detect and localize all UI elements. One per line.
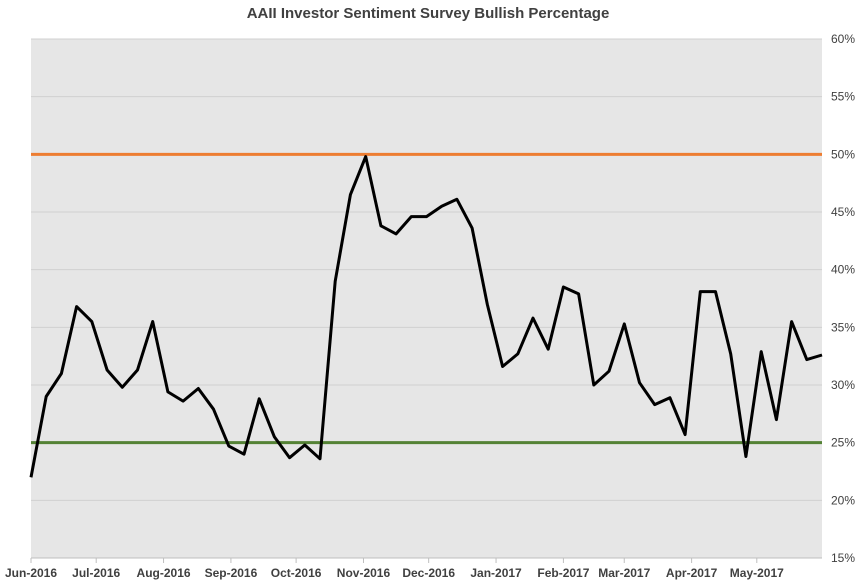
y-tick-label: 55% bbox=[831, 90, 855, 104]
chart-title: AAII Investor Sentiment Survey Bullish P… bbox=[247, 5, 610, 22]
y-axis: 15% 20% 25% 30% 35% 40% 45% 50% 55% 60% bbox=[831, 32, 855, 565]
y-tick-label: 30% bbox=[831, 378, 855, 392]
x-tick-label: Feb-2017 bbox=[537, 566, 589, 580]
y-tick-label: 50% bbox=[831, 147, 855, 161]
x-tick-label: May-2017 bbox=[730, 566, 784, 580]
y-tick-label: 60% bbox=[831, 32, 855, 46]
y-tick-label: 20% bbox=[831, 493, 855, 507]
plot-area bbox=[31, 39, 822, 558]
y-tick-label: 45% bbox=[831, 205, 855, 219]
x-tick-label: Mar-2017 bbox=[598, 566, 650, 580]
y-tick-label: 35% bbox=[831, 320, 855, 334]
x-tick-label: Jul-2016 bbox=[72, 566, 120, 580]
x-tick-label: Jan-2017 bbox=[470, 566, 522, 580]
reference-lines bbox=[31, 152, 822, 445]
x-tick-label: Apr-2017 bbox=[666, 566, 718, 580]
x-tick-label: Oct-2016 bbox=[271, 566, 322, 580]
x-tick-label: Nov-2016 bbox=[337, 566, 391, 580]
x-tick-label: Jun-2016 bbox=[5, 566, 57, 580]
series-line bbox=[29, 155, 823, 478]
y-tick-label: 25% bbox=[831, 436, 855, 450]
x-tick-label: Sep-2016 bbox=[205, 566, 258, 580]
x-tick-label: Aug-2016 bbox=[137, 566, 191, 580]
y-tick-label: 15% bbox=[831, 551, 855, 565]
x-axis: Jun-2016 Jul-2016 Aug-2016 Sep-2016 Oct-2016… bbox=[5, 557, 822, 580]
y-tick-label: 40% bbox=[831, 263, 855, 277]
x-tick-label: Dec-2016 bbox=[402, 566, 455, 580]
